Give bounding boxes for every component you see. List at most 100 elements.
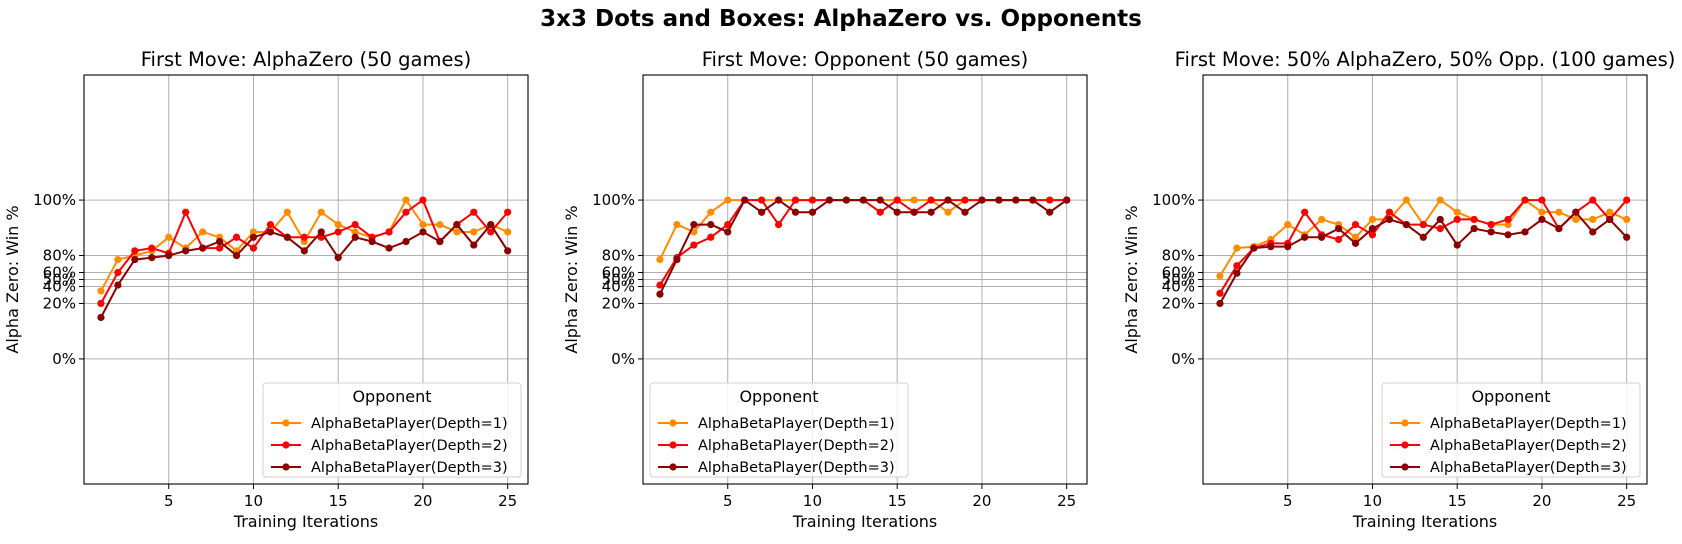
legend-swatch-marker bbox=[1401, 441, 1409, 449]
x-tick-label: 20 bbox=[413, 492, 432, 510]
data-point bbox=[1216, 272, 1224, 280]
y-axis-label: Alpha Zero: Win % bbox=[562, 205, 581, 353]
legend-entry-label: AlphaBetaPlayer(Depth=1) bbox=[311, 416, 508, 432]
data-point bbox=[148, 244, 156, 252]
data-point bbox=[215, 244, 224, 252]
data-point bbox=[182, 247, 190, 255]
data-point bbox=[351, 233, 359, 241]
data-point bbox=[1589, 228, 1597, 236]
data-point bbox=[758, 208, 766, 216]
x-tick-label: 25 bbox=[1057, 492, 1076, 510]
data-point bbox=[453, 228, 461, 236]
data-point bbox=[791, 208, 800, 216]
data-point bbox=[1419, 233, 1427, 241]
data-point bbox=[1453, 208, 1461, 216]
x-tick-label: 25 bbox=[498, 492, 517, 510]
data-point bbox=[249, 244, 258, 252]
subplot-first-move-mixed: 5 10 15 20 25 0% 20%40%50%60%80% 100% First Move… bbox=[1122, 48, 1675, 531]
data-point bbox=[1504, 215, 1512, 224]
data-point bbox=[995, 196, 1003, 204]
data-point bbox=[114, 281, 122, 289]
data-point bbox=[808, 196, 817, 204]
data-point bbox=[1487, 220, 1495, 229]
subplot-title: First Move: 50% AlphaZero, 50% Opp. (100… bbox=[1175, 48, 1676, 71]
data-point bbox=[148, 254, 156, 262]
y-tick-label: 80% bbox=[602, 247, 635, 265]
legend-swatch-marker bbox=[1401, 419, 1409, 427]
legend-entry-label: AlphaBetaPlayer(Depth=2) bbox=[311, 438, 508, 454]
data-point bbox=[1453, 241, 1461, 249]
data-point bbox=[690, 241, 698, 249]
data-point bbox=[300, 233, 308, 241]
data-point bbox=[1233, 244, 1241, 252]
data-point bbox=[504, 208, 512, 216]
legend-swatch-marker bbox=[282, 419, 290, 427]
data-point bbox=[1385, 208, 1394, 216]
data-point bbox=[419, 220, 427, 229]
y-tick-label: 100% bbox=[33, 191, 76, 209]
data-point bbox=[910, 196, 918, 204]
data-point bbox=[317, 208, 325, 216]
data-point bbox=[182, 208, 190, 216]
data-point bbox=[673, 220, 681, 229]
series-line-depth-1 bbox=[100, 199, 509, 292]
x-tick-label: 10 bbox=[1363, 492, 1382, 510]
data-point bbox=[1216, 289, 1224, 297]
legend-title: Opponent bbox=[352, 387, 431, 406]
x-tick-label: 15 bbox=[1448, 492, 1467, 510]
data-point bbox=[1555, 225, 1563, 233]
data-point bbox=[1046, 196, 1054, 204]
data-point bbox=[978, 196, 986, 204]
subplot-title: First Move: Opponent (50 games) bbox=[702, 48, 1029, 71]
data-point bbox=[1368, 225, 1377, 233]
data-point bbox=[927, 196, 935, 204]
data-point bbox=[334, 220, 342, 229]
x-tick-label: 20 bbox=[1532, 492, 1551, 510]
data-point bbox=[893, 208, 901, 216]
data-point bbox=[1351, 239, 1360, 247]
subplot-first-move-alphazero: 5 10 15 20 25 0% 20%40%50%60%80% 100% First Move… bbox=[3, 48, 529, 531]
data-point bbox=[876, 208, 884, 216]
data-point bbox=[334, 254, 342, 262]
data-point bbox=[944, 196, 952, 204]
data-point bbox=[1334, 225, 1343, 233]
data-point bbox=[1318, 233, 1326, 241]
data-point bbox=[453, 220, 461, 229]
data-point bbox=[1301, 208, 1309, 216]
data-point bbox=[97, 287, 105, 295]
y-tick-label: 100% bbox=[592, 191, 635, 209]
data-point bbox=[334, 228, 342, 236]
data-point bbox=[1538, 196, 1546, 204]
data-point bbox=[1250, 244, 1258, 252]
data-point bbox=[1301, 233, 1309, 241]
data-point bbox=[1402, 220, 1410, 229]
data-point bbox=[249, 228, 258, 236]
y-tick-label: 100% bbox=[1152, 191, 1195, 209]
data-point bbox=[266, 220, 275, 229]
subplot-first-move-opponent: 5 10 15 20 25 0% 20%40%50%60%80% 100% First Move… bbox=[562, 48, 1088, 531]
data-point bbox=[707, 233, 715, 241]
data-point bbox=[402, 208, 410, 216]
data-point bbox=[199, 244, 207, 252]
data-point bbox=[656, 281, 664, 289]
data-point bbox=[741, 196, 749, 204]
x-tick-label: 5 bbox=[1283, 492, 1293, 510]
data-point bbox=[1487, 228, 1495, 236]
data-point bbox=[165, 251, 173, 260]
data-point bbox=[1623, 215, 1631, 224]
data-point bbox=[690, 220, 698, 229]
data-point bbox=[215, 237, 224, 246]
data-point bbox=[1368, 215, 1377, 224]
x-tick-label: 10 bbox=[803, 492, 822, 510]
data-point bbox=[1436, 196, 1444, 204]
data-point bbox=[1572, 208, 1580, 216]
legend-box bbox=[649, 382, 909, 478]
data-point bbox=[1606, 208, 1614, 216]
y-tick-label: 20% bbox=[43, 294, 76, 312]
y-tick-label: 40% bbox=[1162, 278, 1195, 296]
data-point bbox=[808, 208, 817, 216]
data-point bbox=[232, 251, 241, 260]
legend-entry-label: AlphaBetaPlayer(Depth=1) bbox=[1430, 416, 1627, 432]
legend-entry-label: AlphaBetaPlayer(Depth=3) bbox=[1430, 460, 1627, 476]
data-point bbox=[758, 196, 766, 204]
